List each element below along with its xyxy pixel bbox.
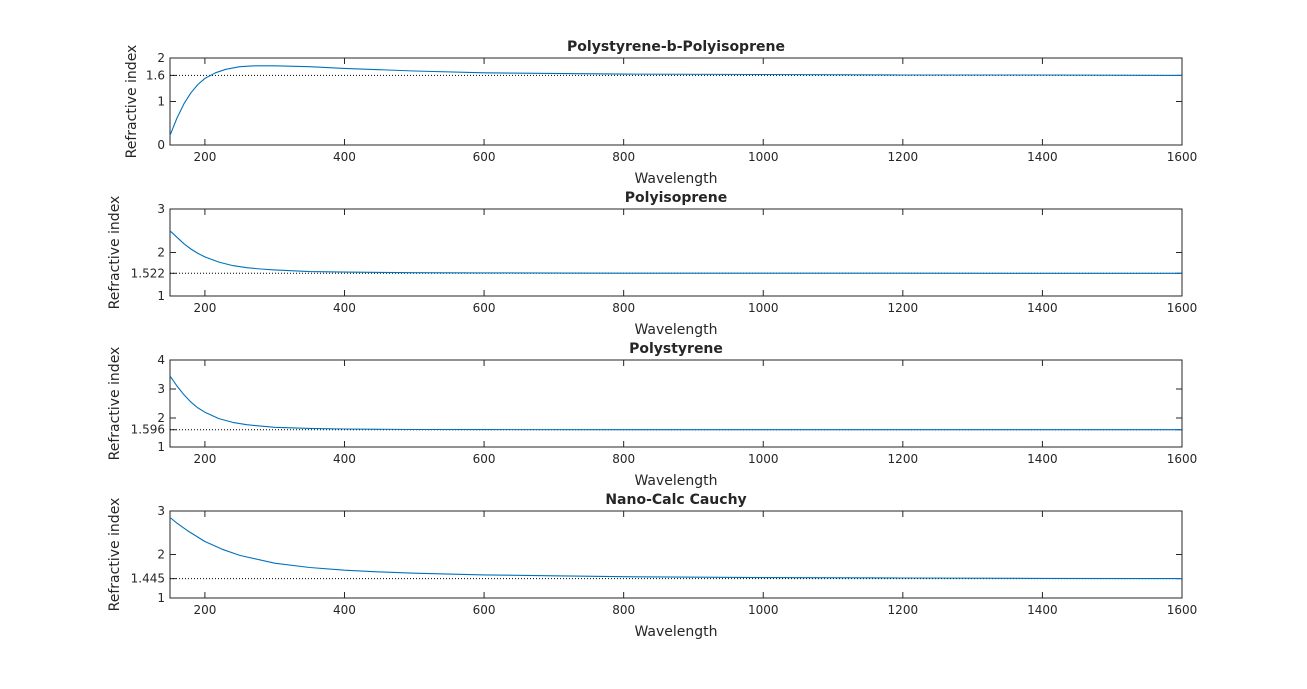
y-tick-label: 1.445: [131, 572, 165, 586]
x-tick-label: 1000: [748, 150, 779, 164]
subplot-4: Nano-Calc Cauchy 200 400 600 800 1000 1200 1400…: [107, 492, 1197, 640]
x-tick-label: 1600: [1167, 452, 1198, 466]
x-tick-label: 200: [193, 301, 216, 315]
y-axis-label: Refractive index: [107, 196, 123, 310]
x-tick-label: 200: [193, 603, 216, 617]
y-axis-label: Refractive index: [107, 498, 123, 612]
y-tick-label: 1: [157, 591, 165, 605]
x-tick-label: 400: [333, 301, 356, 315]
x-tick-label: 1200: [888, 301, 919, 315]
x-tick-label: 600: [473, 603, 496, 617]
x-axis-label: Wavelength: [634, 624, 717, 640]
y-tick-label: 2: [157, 51, 165, 65]
x-axis-label: Wavelength: [634, 473, 717, 489]
series-line: [169, 65, 1183, 136]
y-tick-label: 3: [157, 202, 165, 216]
y-tick-label: 1.596: [131, 423, 165, 437]
x-tick-label: 800: [612, 150, 635, 164]
x-tick-label: 1600: [1167, 150, 1198, 164]
chart-title: Polystyrene-b-Polyisoprene: [567, 39, 785, 55]
axes-box: [169, 510, 1183, 599]
x-tick-label: 400: [333, 603, 356, 617]
x-tick-label: 600: [473, 150, 496, 164]
y-tick-label: 0: [157, 138, 165, 152]
x-tick-label: 1400: [1027, 603, 1058, 617]
series-line: [169, 517, 1183, 580]
y-axis-label: Refractive index: [107, 347, 123, 461]
chart-title: Polystyrene: [629, 341, 723, 357]
axes-box: [169, 208, 1183, 297]
chart-title: Nano-Calc Cauchy: [605, 492, 746, 508]
y-tick-label: 2: [157, 411, 165, 425]
y-tick-label: 1: [157, 440, 165, 454]
axes-box: [169, 57, 1183, 146]
chart-title: Polyisoprene: [625, 190, 727, 206]
x-tick-label: 600: [473, 301, 496, 315]
subplot-2: Polyisoprene 200 400 600 800 1000 1200 1400 1600…: [107, 190, 1197, 338]
x-tick-label: 1600: [1167, 301, 1198, 315]
x-tick-label: 400: [333, 452, 356, 466]
x-tick-label: 1000: [748, 301, 779, 315]
x-tick-label: 800: [612, 452, 635, 466]
y-tick-label: 4: [157, 353, 165, 367]
y-tick-label: 1: [157, 95, 165, 109]
x-axis-label: Wavelength: [634, 322, 717, 338]
y-tick-label: 1.6: [146, 68, 165, 82]
x-tick-label: 1400: [1027, 452, 1058, 466]
y-tick-label: 1: [157, 289, 165, 303]
y-tick-label: 2: [157, 246, 165, 260]
y-tick-label: 2: [157, 548, 165, 562]
x-tick-label: 800: [612, 301, 635, 315]
subplot-3: Polystyrene 200 400 600 800 1000 1200 1400 1600 1…: [107, 341, 1197, 489]
x-tick-label: 1200: [888, 603, 919, 617]
series-line: [169, 230, 1182, 274]
x-tick-label: 1400: [1027, 301, 1058, 315]
y-tick-label: 3: [157, 382, 165, 396]
y-tick-label: 3: [157, 504, 165, 518]
x-tick-label: 1000: [748, 452, 779, 466]
x-tick-label: 200: [193, 150, 216, 164]
y-axis-label: Refractive index: [124, 45, 140, 159]
x-tick-label: 1400: [1027, 150, 1058, 164]
series-line: [169, 375, 1182, 431]
x-tick-label: 1000: [748, 603, 779, 617]
y-tick-label: 1.522: [131, 266, 165, 280]
x-tick-label: 1200: [888, 150, 919, 164]
x-tick-label: 600: [473, 452, 496, 466]
x-axis-label: Wavelength: [634, 171, 717, 187]
axes-box: [169, 359, 1183, 448]
x-tick-label: 400: [333, 150, 356, 164]
x-tick-label: 800: [612, 603, 635, 617]
x-tick-label: 1200: [888, 452, 919, 466]
x-tick-label: 200: [193, 452, 216, 466]
x-tick-label: 1600: [1167, 603, 1198, 617]
